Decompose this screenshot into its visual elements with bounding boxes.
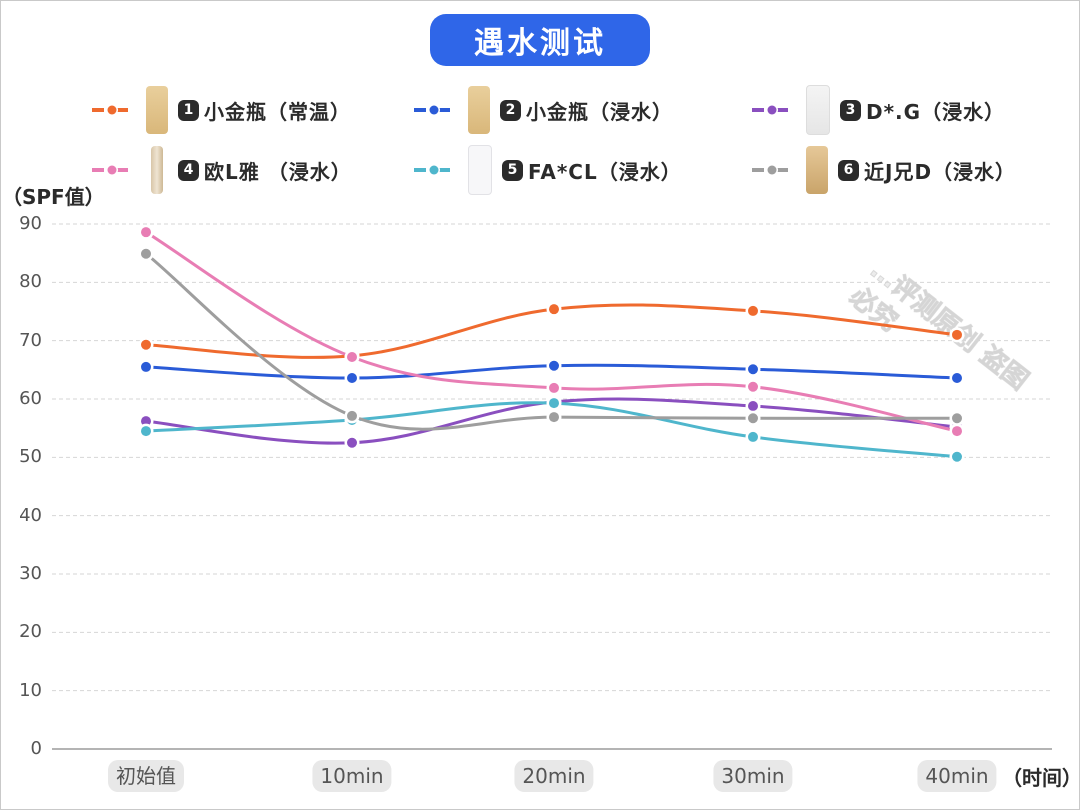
gold-bottle-icon — [146, 86, 168, 134]
data-point[interactable] — [347, 410, 357, 421]
y-tick-label: 50 — [19, 446, 42, 468]
y-tick-label: 20 — [19, 621, 42, 643]
y-tick-label: 10 — [19, 679, 42, 701]
data-point[interactable] — [748, 364, 758, 375]
legend-line-marker-icon — [92, 163, 132, 177]
legend-label: 近J兄D（浸水） — [864, 159, 1017, 184]
data-point[interactable] — [347, 352, 357, 362]
slim-bottle-icon — [151, 146, 163, 194]
legend-number-badge: 4 — [178, 159, 199, 181]
legend-item[interactable]: 2 小金瓶（浸水） — [414, 82, 673, 138]
legend-number-badge: 3 — [840, 99, 861, 121]
x-tick-label: 30min — [713, 760, 793, 792]
legend-line-marker-icon — [414, 103, 454, 117]
legend-number-badge: 2 — [500, 99, 521, 121]
legend-label: 小金瓶（常温） — [204, 99, 351, 124]
series-line[interactable] — [138, 358, 965, 386]
series-line[interactable] — [138, 246, 965, 431]
data-point[interactable] — [141, 361, 151, 372]
data-point[interactable] — [549, 360, 559, 371]
x-tick-label: 40min — [917, 760, 997, 792]
legend-item[interactable]: 1 小金瓶（常温） — [92, 82, 351, 138]
legend-label: 欧L雅 （浸水） — [204, 159, 352, 184]
legend-number-badge: 5 — [502, 159, 523, 181]
legend-number-badge: 1 — [178, 99, 199, 121]
data-point[interactable] — [952, 329, 962, 340]
y-tick-label: 60 — [19, 388, 42, 409]
data-point[interactable] — [952, 413, 962, 424]
data-point[interactable] — [748, 305, 758, 316]
y-tick-label: 90 — [19, 213, 42, 234]
data-point[interactable] — [952, 451, 962, 462]
y-tick-label: 80 — [19, 271, 42, 293]
beige-bottle-icon — [806, 146, 828, 194]
series-line[interactable] — [138, 224, 965, 439]
white-tube-icon — [806, 85, 830, 135]
data-point[interactable] — [549, 398, 559, 409]
data-point[interactable] — [347, 437, 357, 448]
data-point[interactable] — [347, 373, 357, 383]
data-point[interactable] — [952, 426, 962, 437]
gold-bottle-icon — [468, 86, 490, 134]
legend-number-badge: 6 — [838, 159, 859, 181]
y-tick-label: 30 — [19, 563, 42, 584]
legend-line-marker-icon — [752, 163, 792, 177]
data-point[interactable] — [748, 413, 758, 424]
y-tick-label: 70 — [19, 329, 42, 351]
legend-line-marker-icon — [92, 103, 132, 117]
x-tick-label: 10min — [312, 760, 392, 792]
legend-item[interactable]: 3 D*.G（浸水） — [752, 82, 1005, 138]
white-bottle-icon — [468, 145, 492, 195]
series-line[interactable] — [138, 395, 965, 465]
legend-item[interactable]: 6 近J兄D（浸水） — [752, 142, 1016, 198]
data-point[interactable] — [748, 381, 758, 392]
data-point[interactable] — [549, 412, 559, 423]
y-tick-label: 0 — [30, 738, 42, 759]
x-axis-title: （时间） — [1002, 766, 1080, 790]
data-point[interactable] — [141, 227, 151, 238]
data-point[interactable] — [952, 373, 962, 383]
data-point[interactable] — [141, 426, 151, 437]
legend-line-marker-icon — [752, 103, 792, 117]
data-point[interactable] — [549, 304, 559, 315]
legend-label: FA*CL（浸水） — [528, 159, 682, 184]
legend-line-marker-icon — [414, 163, 454, 177]
legend-item[interactable]: 5 FA*CL（浸水） — [414, 142, 682, 198]
data-point[interactable] — [748, 401, 758, 411]
data-point[interactable] — [141, 416, 151, 427]
data-point[interactable] — [748, 431, 758, 442]
legend-label: 小金瓶（浸水） — [526, 99, 673, 124]
data-point[interactable] — [549, 382, 559, 393]
x-tick-label: 初始值 — [108, 760, 184, 792]
chart-title: 遇水测试 — [430, 14, 650, 66]
legend-label: D*.G（浸水） — [866, 99, 1006, 124]
y-axis-title: （SPF值） — [2, 185, 105, 209]
x-tick-label: 20min — [514, 760, 594, 792]
data-point[interactable] — [141, 339, 151, 350]
y-tick-label: 40 — [19, 504, 42, 526]
legend-item[interactable]: 4 欧L雅 （浸水） — [92, 142, 352, 198]
data-point[interactable] — [141, 248, 151, 259]
